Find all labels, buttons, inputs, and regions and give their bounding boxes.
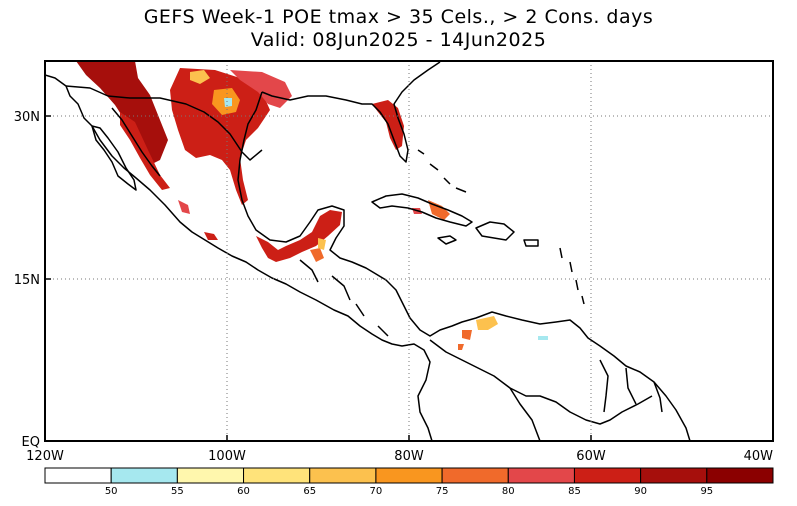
lat-axis: 30N 15N EQ	[14, 110, 51, 450]
colorbar-swatch	[176, 467, 245, 484]
colorbar-label: 95	[700, 486, 713, 497]
colorbar-swatch	[309, 467, 377, 484]
colorbar-swatch	[640, 467, 708, 484]
lon-label-100w: 100W	[208, 449, 246, 464]
colorbar-label: 50	[105, 486, 118, 497]
colorbar-label: 85	[568, 486, 581, 497]
colorbar-swatch	[375, 467, 443, 484]
colorbar-swatch	[243, 467, 311, 484]
lon-label-120w: 120W	[26, 449, 64, 464]
colorbar-label: 65	[303, 486, 316, 497]
map-title-line1: GEFS Week-1 POE tmax > 35 Cels., > 2 Con…	[143, 6, 654, 28]
lat-label-eq: EQ	[22, 435, 40, 450]
colorbar-swatch	[110, 467, 178, 484]
lon-label-80w: 80W	[394, 449, 424, 464]
colorbar-swatch	[441, 467, 509, 484]
gridlines	[45, 61, 773, 441]
colorbar-label: 70	[370, 486, 383, 497]
colorbar-label: 60	[237, 486, 250, 497]
colorbar-label: 90	[634, 486, 647, 497]
colorbar-label: 80	[502, 486, 515, 497]
lon-label-40w: 40W	[744, 449, 774, 464]
colorbar-swatch	[706, 467, 774, 484]
colorbar-swatch	[573, 467, 642, 484]
colorbar-label: 75	[436, 486, 449, 497]
colorbar-swatch	[507, 467, 575, 484]
colorbar: 50 55 60 65 70 75 80 85 90 95	[44, 467, 774, 497]
map-title-line2: Valid: 08Jun2025 - 14Jun2025	[250, 29, 547, 51]
lat-label-15n: 15N	[14, 273, 40, 288]
lon-label-60w: 60W	[576, 449, 606, 464]
colorbar-label: 55	[171, 486, 184, 497]
lat-label-30n: 30N	[14, 110, 40, 125]
colorbar-swatch	[44, 467, 112, 484]
coastlines	[45, 61, 691, 441]
lon-axis: 120W 100W 80W 60W 40W	[26, 435, 773, 464]
